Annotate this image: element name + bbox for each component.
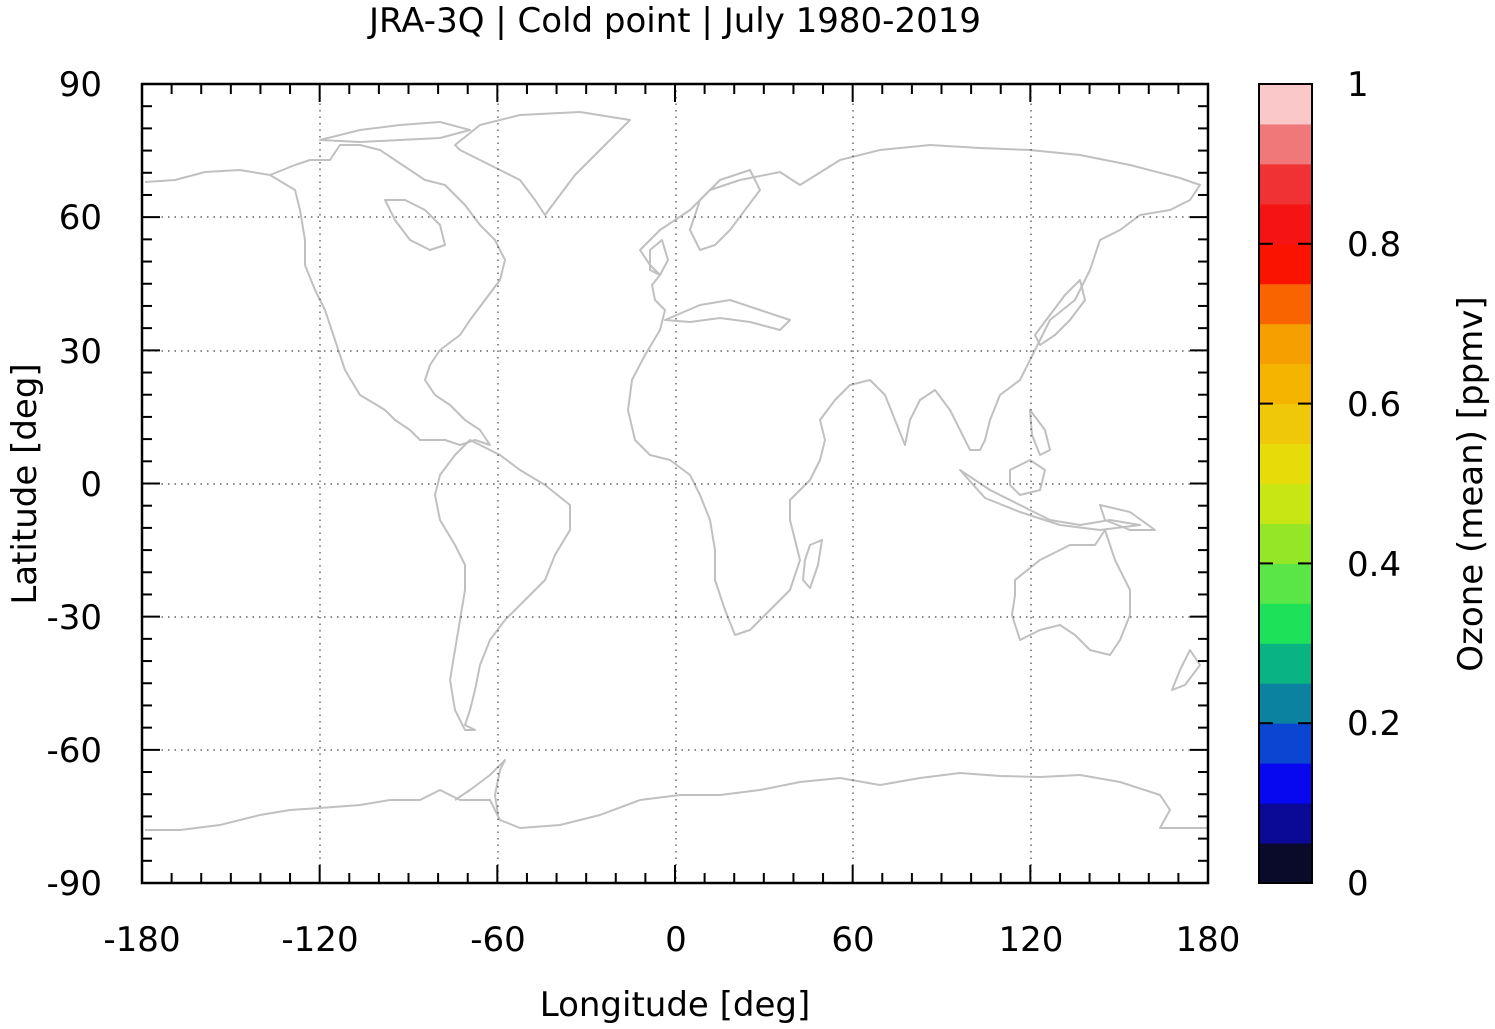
colorbar-tick-label: 0.8: [1347, 225, 1401, 265]
colorbar-band: [1259, 403, 1312, 445]
colorbar-frame: [1258, 83, 1313, 884]
colorbar-tick-label: 0.2: [1347, 704, 1401, 744]
colorbar-band: [1259, 363, 1312, 405]
colorbar-band: [1259, 523, 1312, 564]
y-tick-label: -90: [46, 864, 102, 904]
x-tick-label: 180: [1176, 920, 1241, 960]
colorbar-band: [1259, 563, 1312, 604]
coastline-south-america: [434, 439, 571, 731]
colorbar-band: [1259, 123, 1312, 165]
axis-ticks: [141, 83, 1209, 884]
y-tick-label: 90: [59, 65, 102, 105]
colorbar-band: [1259, 243, 1312, 285]
colorbar-band: [1259, 683, 1312, 724]
colorbar-band: [1259, 443, 1312, 484]
y-tick-label: -60: [46, 731, 102, 771]
colorbar-band: [1259, 323, 1312, 365]
x-axis-label: Longitude [deg]: [540, 985, 811, 1025]
colorbar-band: [1259, 803, 1312, 844]
y-axis-label: Latitude [deg]: [5, 363, 45, 604]
x-tick-label: 120: [999, 920, 1064, 960]
grid: [142, 84, 1208, 883]
colorbar-band: [1259, 163, 1312, 205]
coastline-japan: [1034, 279, 1086, 346]
colorbar-band: [1259, 843, 1312, 884]
colorbar-tick-label: 0: [1347, 864, 1369, 904]
coastline-arctic-islands: [319, 121, 471, 143]
colorbar-band: [1259, 603, 1312, 644]
coastline-philippines: [1029, 409, 1051, 456]
coastline-eurasia-africa: [627, 144, 1201, 636]
x-tick-label: -180: [103, 920, 180, 960]
colorbar-band: [1259, 763, 1312, 804]
colorbar-tick-label: 0.6: [1347, 385, 1401, 425]
x-tick-label: -60: [470, 920, 526, 960]
coastline-madagascar: [802, 539, 823, 589]
x-tick-label: -120: [281, 920, 358, 960]
coastline-british-isles: [649, 239, 669, 276]
coastline-mediterranean: [664, 299, 791, 331]
colorbar-tick-label: 0.4: [1347, 545, 1401, 585]
plot-frame: [140, 82, 1210, 885]
coastline-antarctic-peninsula: [454, 759, 506, 816]
y-tick-label: -30: [46, 598, 102, 638]
colorbar-band: [1259, 283, 1312, 325]
coastline-scandinavia: [689, 169, 761, 251]
colorbar-band: [1259, 723, 1312, 764]
colorbar-tick-label: 1: [1347, 65, 1369, 105]
colorbar-band: [1259, 483, 1312, 524]
coastline-greenland: [454, 111, 631, 216]
coastline-north-america: [144, 144, 506, 446]
coastline-borneo: [1009, 459, 1046, 496]
y-tick-label: 30: [59, 332, 102, 372]
colorbar-bands: [1259, 84, 1312, 884]
colorbar-band: [1259, 643, 1312, 684]
colorbar-band: [1259, 203, 1312, 245]
coastline-new-guinea: [1099, 504, 1156, 531]
x-tick-label: 60: [831, 920, 874, 960]
x-axis: -180 -120 -60 0 60 120 180 Longitude [de…: [103, 920, 1240, 1025]
colorbar: 1 0.8 0.6 0.4 0.2 0 Ozone (mean) [ppmv]: [1258, 65, 1491, 904]
coastline-antarctica: [145, 772, 1208, 831]
colorbar-band: [1259, 84, 1312, 125]
colorbar-label: Ozone (mean) [ppmv]: [1451, 296, 1491, 671]
coastlines: [144, 111, 1208, 831]
coastline-new-zealand: [1171, 649, 1201, 691]
coastline-australia: [1011, 529, 1131, 656]
x-tick-label: 0: [665, 920, 687, 960]
coastline-hudson-bay: [384, 199, 446, 251]
y-axis: 90 60 30 0 -30 -60 -90 Latitude [deg]: [5, 65, 102, 904]
y-tick-label: 60: [59, 198, 102, 238]
coastline-indonesia: [959, 469, 1141, 531]
chart-title: JRA-3Q | Cold point | July 1980-2019: [367, 1, 981, 41]
y-tick-label: 0: [80, 465, 102, 505]
